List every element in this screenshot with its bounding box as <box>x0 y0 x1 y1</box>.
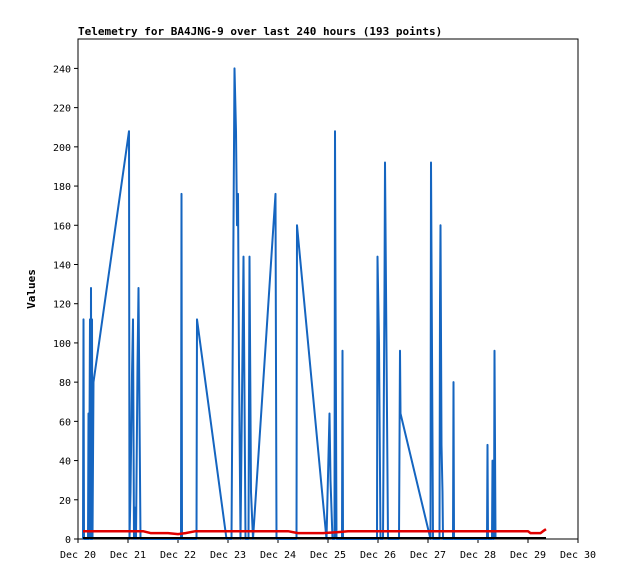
y-axis-label: Values <box>25 269 38 309</box>
x-tick-label: Dec 26 <box>360 550 396 561</box>
y-tick-label: 40 <box>59 457 71 468</box>
x-tick-label: Dec 29 <box>510 550 546 561</box>
chart-title: Telemetry for BA4JNG-9 over last 240 hou… <box>78 25 442 38</box>
y-tick-label: 200 <box>53 143 71 154</box>
x-tick-label: Dec 27 <box>410 550 446 561</box>
x-axis: Dec 20 Dec 21 Dec 22 Dec 23 Dec 24 Dec 25 Dec … <box>60 539 596 561</box>
series-layer <box>82 67 547 540</box>
series-line-1 <box>82 67 497 540</box>
x-tick-label: Dec 30 <box>560 550 596 561</box>
x-tick-label: Dec 22 <box>160 550 196 561</box>
x-tick-label: Dec 24 <box>260 550 296 561</box>
y-tick-label: 160 <box>53 221 71 232</box>
x-tick-label: Dec 23 <box>210 550 246 561</box>
y-tick-label: 0 <box>65 535 71 546</box>
y-axis: 0 20 40 60 80 100 120 140 160 180 200 220 240 <box>53 64 78 546</box>
y-tick-label: 100 <box>53 339 71 350</box>
y-tick-label: 220 <box>53 104 71 115</box>
y-tick-label: 60 <box>59 417 71 428</box>
y-tick-label: 120 <box>53 300 71 311</box>
y-tick-label: 20 <box>59 496 71 507</box>
x-tick-label: Dec 21 <box>110 550 146 561</box>
x-tick-label: Dec 20 <box>60 550 96 561</box>
y-tick-label: 240 <box>53 64 71 75</box>
y-tick-label: 80 <box>59 378 71 389</box>
series-line-2 <box>83 528 547 536</box>
y-tick-label: 180 <box>53 182 71 193</box>
y-tick-label: 140 <box>53 260 71 271</box>
x-tick-label: Dec 25 <box>310 550 346 561</box>
x-tick-label: Dec 28 <box>460 550 496 561</box>
